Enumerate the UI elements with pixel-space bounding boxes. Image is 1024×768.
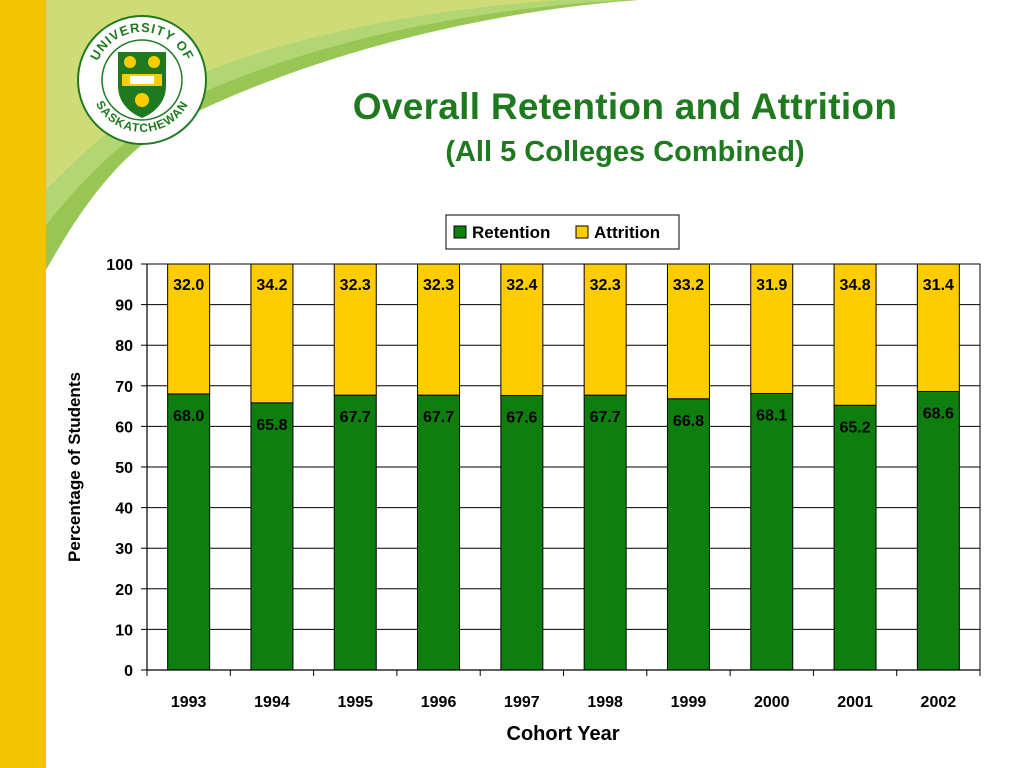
bar-attrition: [750, 263, 794, 395]
data-label-retention: 67.7: [340, 409, 371, 426]
y-tick-label: 100: [106, 257, 133, 274]
data-label-retention: 65.8: [256, 417, 287, 434]
y-tick-label: 80: [115, 338, 133, 355]
y-tick-label: 10: [115, 622, 133, 639]
x-tick-label: 1995: [337, 694, 373, 711]
data-label-retention: 67.7: [590, 409, 621, 426]
data-label-attrition: 34.2: [256, 277, 287, 294]
bar-retention: [417, 394, 461, 671]
x-tick-label: 1996: [421, 694, 457, 711]
university-logo: UNIVERSITY OF SASKATCHEWAN: [77, 15, 207, 145]
bars: [167, 263, 960, 671]
left-yellow-band: [0, 0, 46, 768]
bar-attrition: [250, 263, 294, 404]
slide-subtitle: (All 5 Colleges Combined): [445, 136, 805, 168]
bar-attrition: [417, 263, 461, 396]
x-axis-title: Cohort Year: [507, 723, 620, 745]
bar-retention: [750, 393, 794, 671]
data-label-attrition: 32.3: [423, 277, 454, 294]
data-label-attrition: 32.3: [590, 277, 621, 294]
x-tick-label: 1997: [504, 694, 540, 711]
legend-swatch: [575, 225, 589, 239]
data-label-attrition: 32.0: [173, 277, 204, 294]
data-label-retention: 68.0: [173, 408, 204, 425]
legend-swatch: [453, 225, 467, 239]
bar-retention: [167, 393, 211, 671]
x-tick-label: 1994: [254, 694, 290, 711]
y-tick-label: 40: [115, 501, 133, 518]
data-label-retention: 67.6: [506, 410, 537, 427]
bar-attrition: [167, 263, 211, 395]
x-tick-label: 1999: [671, 694, 707, 711]
bar-retention: [833, 404, 877, 671]
bar-attrition: [500, 263, 544, 397]
x-tick-label: 2000: [754, 694, 790, 711]
bar-attrition: [666, 263, 710, 400]
y-tick-label: 50: [115, 460, 133, 477]
data-label-retention: 68.6: [923, 405, 954, 422]
data-labels: 68.0 32.0 65.8 34.2 67.7 32.3 67.7 32.3 67.6 32.4…: [173, 277, 954, 436]
bar-retention: [250, 402, 294, 671]
data-label-retention: 65.2: [839, 419, 870, 436]
x-tick-label: 1998: [587, 694, 623, 711]
y-tick-label: 30: [115, 541, 133, 558]
x-tick-label: 1993: [171, 694, 207, 711]
y-tick-label: 70: [115, 379, 133, 396]
bar-retention: [916, 390, 960, 671]
data-label-attrition: 32.4: [506, 277, 537, 294]
x-tick-label: 2002: [921, 694, 957, 711]
legend-label: Retention: [472, 223, 550, 242]
slide-title: Overall Retention and Attrition: [352, 86, 898, 127]
axes: 0 10 20 30 40 50 60 70 80 90 100 1993 1994 1995 1996 19…: [106, 257, 981, 711]
bar-attrition: [916, 263, 960, 392]
x-tick-label: 2001: [837, 694, 873, 711]
y-axis-title: Percentage of Students: [65, 372, 84, 562]
data-label-attrition: 31.4: [923, 277, 954, 294]
bar-attrition: [583, 263, 627, 396]
data-label-retention: 66.8: [673, 413, 704, 430]
y-tick-label: 90: [115, 298, 133, 315]
y-tick-label: 0: [124, 663, 133, 680]
bar-attrition: [833, 263, 877, 406]
bar-retention: [500, 395, 544, 671]
bar-retention: [666, 398, 710, 671]
bar-retention: [333, 394, 377, 671]
data-label-retention: 68.1: [756, 408, 787, 425]
data-label-attrition: 34.8: [839, 277, 870, 294]
legend: Retention Attrition: [445, 214, 680, 250]
legend-label: Attrition: [594, 223, 660, 242]
legend-box: [445, 214, 680, 250]
y-tick-label: 20: [115, 582, 133, 599]
data-label-attrition: 33.2: [673, 277, 704, 294]
data-label-retention: 67.7: [423, 409, 454, 426]
bar-attrition: [333, 263, 377, 396]
data-label-attrition: 31.9: [756, 277, 787, 294]
bar-retention: [583, 394, 627, 671]
data-label-attrition: 32.3: [340, 277, 371, 294]
y-tick-label: 60: [115, 419, 133, 436]
